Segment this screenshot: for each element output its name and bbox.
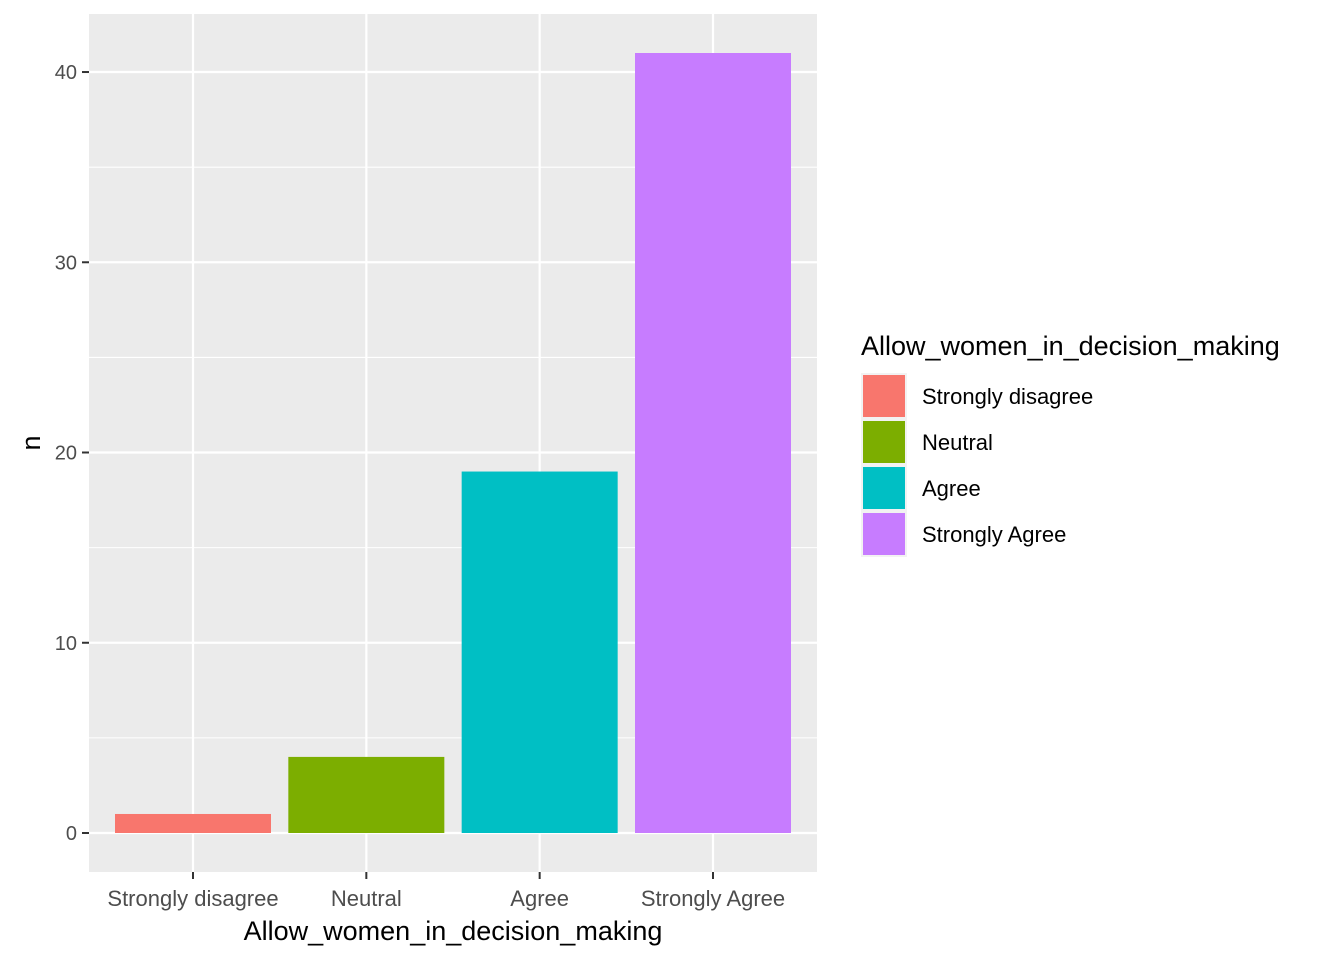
bar (635, 53, 791, 833)
legend-swatch (863, 421, 905, 463)
y-tick-label: 30 (55, 252, 77, 274)
x-tick-label: Strongly disagree (107, 886, 278, 911)
y-axis-title: n (16, 435, 46, 450)
bars (115, 53, 791, 833)
legend-swatch (863, 467, 905, 509)
legend: Allow_women_in_decision_making Strongly … (861, 331, 1280, 557)
x-axis-title: Allow_women_in_decision_making (244, 916, 663, 946)
legend-swatch (863, 375, 905, 417)
x-tick-label: Agree (510, 886, 569, 911)
legend-label: Strongly Agree (922, 522, 1066, 547)
legend-swatch (863, 513, 905, 555)
legend-label: Agree (922, 476, 981, 501)
y-tick-label: 40 (55, 62, 77, 84)
x-tick-label: Strongly Agree (641, 886, 785, 911)
legend-label: Strongly disagree (922, 384, 1093, 409)
bar (288, 756, 445, 833)
y-tick-label: 0 (66, 823, 77, 845)
bar (115, 813, 271, 833)
axes: 0 10 20 30 40 Strongly disagree Neutral Agree St… (55, 62, 785, 911)
bar (461, 471, 618, 833)
legend-title: Allow_women_in_decision_making (861, 331, 1280, 361)
legend-label: Neutral (922, 430, 993, 455)
y-tick-label: 20 (55, 443, 77, 465)
x-tick-label: Neutral (331, 886, 402, 911)
y-tick-label: 10 (55, 633, 77, 655)
